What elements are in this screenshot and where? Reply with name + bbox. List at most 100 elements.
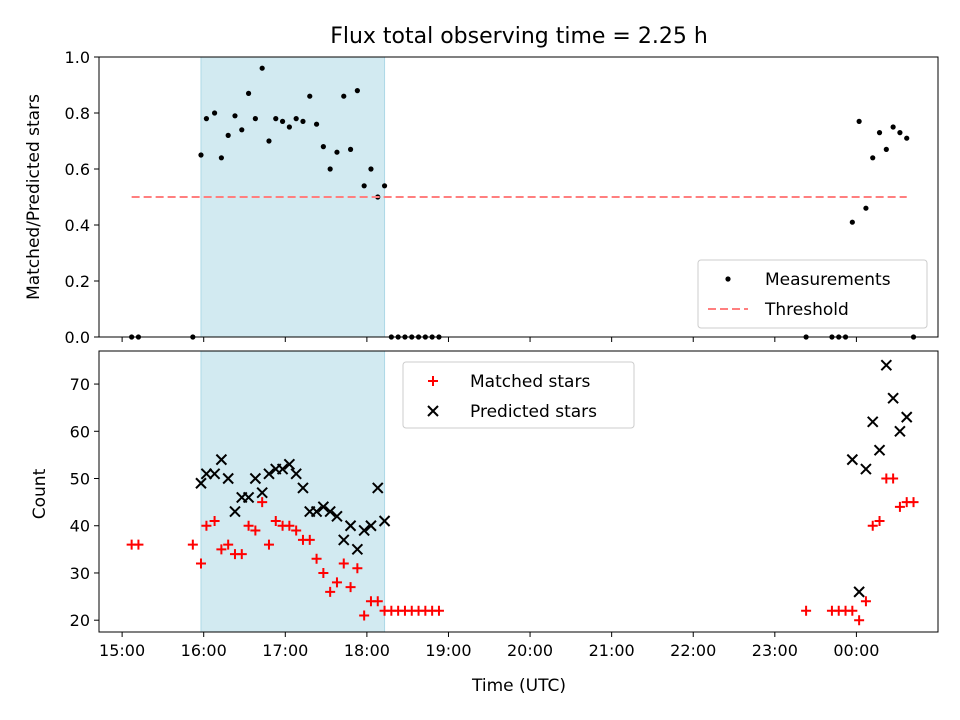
data-point (222, 472, 234, 485)
chart-title: Flux total observing time = 2.25 h (330, 24, 708, 49)
data-point (853, 586, 865, 598)
plot-frame (98, 56, 939, 338)
y-tick-label: 60 (70, 422, 90, 441)
data-point (195, 558, 206, 569)
data-point (876, 130, 883, 136)
data-point (331, 577, 342, 588)
data-point (276, 463, 289, 475)
legend: Matched stars Predicted stars (402, 361, 635, 429)
legend-box (697, 259, 928, 329)
data-point (324, 505, 336, 518)
data-point (381, 183, 388, 189)
data-point (433, 605, 444, 616)
data-point (279, 118, 286, 124)
data-point (338, 534, 350, 546)
data-point (901, 411, 913, 423)
data-point (304, 534, 315, 545)
data-point (216, 544, 227, 555)
data-point (225, 132, 231, 138)
count-y-axis-label: Count (30, 468, 50, 519)
data-point (263, 468, 275, 480)
y-tick-label: 0.0 (65, 328, 90, 347)
data-point (263, 539, 274, 550)
data-point (867, 520, 878, 531)
x-tick-label: 20:00 (507, 641, 553, 660)
data-point (133, 539, 144, 550)
data-point (860, 463, 872, 475)
data-point (293, 116, 299, 122)
data-point (209, 516, 220, 527)
data-point (352, 563, 363, 574)
data-point (849, 219, 855, 225)
legend-swatch (725, 276, 731, 282)
data-point (208, 468, 221, 480)
x-tick-label: 19:00 (425, 641, 471, 660)
data-point (344, 520, 357, 532)
data-point (846, 453, 859, 466)
x-tick-label: 00:00 (833, 641, 879, 660)
legend-label: Matched stars (470, 372, 590, 392)
data-point (239, 127, 245, 133)
data-point (888, 473, 899, 484)
data-point (365, 520, 377, 532)
legend-label: Measurements (765, 270, 891, 290)
data-point (311, 553, 322, 564)
data-point (203, 116, 210, 122)
data-point (250, 525, 261, 536)
legend: Measurements Threshold (697, 259, 928, 329)
data-point (286, 124, 292, 130)
data-point (854, 615, 865, 626)
data-point (887, 392, 899, 404)
data-point (256, 486, 268, 499)
data-point (894, 425, 906, 437)
data-point (252, 116, 258, 122)
x-tick-label: 15:00 (99, 641, 145, 660)
x-tick-label: 21:00 (589, 641, 635, 660)
data-point (318, 567, 329, 578)
data-point (215, 453, 228, 466)
data-point (883, 146, 889, 152)
data-point (378, 515, 391, 527)
legend-label: Threshold (764, 300, 849, 320)
data-point (358, 524, 370, 537)
data-point (249, 472, 262, 485)
legend-swatch (427, 405, 439, 417)
y-tick-label: 0.4 (65, 216, 90, 235)
data-point (290, 468, 302, 480)
data-point (372, 596, 383, 607)
x-tick-label: 23:00 (752, 641, 798, 660)
data-point (904, 135, 910, 141)
ratio-y-axis-label: Matched/Predicted stars (24, 94, 44, 300)
legend-label: Predicted stars (470, 402, 597, 422)
data-point (372, 482, 384, 494)
data-point (347, 146, 354, 152)
data-point (223, 539, 234, 550)
data-point (894, 501, 905, 512)
data-point (187, 539, 198, 550)
data-point (257, 497, 268, 508)
data-point (266, 138, 272, 144)
y-tick-label: 1.0 (65, 48, 90, 67)
data-point (270, 516, 281, 527)
data-point (863, 205, 869, 211)
y-tick-label: 20 (70, 611, 90, 630)
data-point (201, 520, 212, 531)
highlight-band (200, 350, 386, 633)
data-point (229, 505, 241, 518)
data-point (284, 520, 295, 531)
data-point (320, 144, 326, 150)
ratio-panel: 0.0 0.2 0.4 0.6 0.8 1.0 Measurements Threshold (65, 48, 939, 347)
data-point (870, 155, 876, 161)
legend-swatch (428, 376, 438, 386)
count-panel: 20 30 40 50 60 70 15:00 16:00 17:00 18:00 19:00 20:… (70, 350, 939, 660)
data-point (874, 516, 885, 527)
y-tick-label: 0.8 (65, 104, 90, 123)
data-point (325, 586, 336, 597)
data-point (856, 118, 862, 124)
data-point (198, 152, 204, 158)
data-point (331, 510, 343, 523)
y-tick-label: 0.2 (65, 272, 90, 291)
data-point (211, 110, 218, 116)
data-point (890, 124, 896, 130)
data-point (334, 149, 340, 155)
